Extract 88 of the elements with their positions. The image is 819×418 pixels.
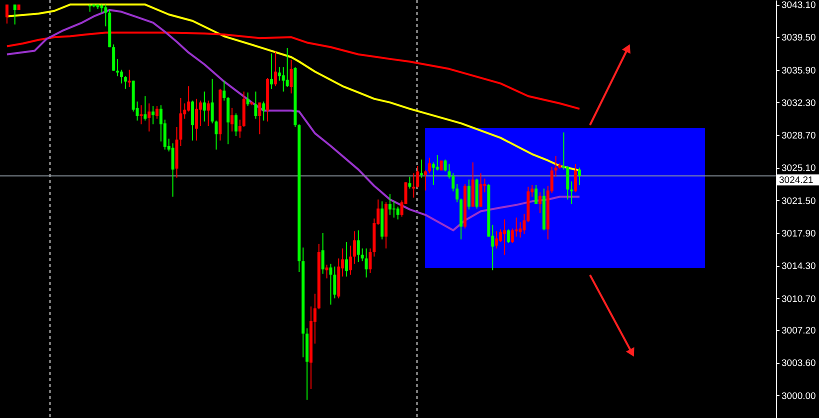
- candlestick: [436, 154, 439, 171]
- candlestick: [534, 184, 538, 205]
- candlestick: [420, 159, 424, 178]
- y-tick-label: 3043.10: [782, 0, 816, 12]
- candlestick: [195, 98, 198, 142]
- y-tick-label: 3017.90: [782, 228, 816, 240]
- candlestick: [392, 200, 396, 218]
- y-tick-label: 3039.50: [782, 32, 816, 44]
- y-tick-label: 3003.60: [782, 358, 816, 370]
- candlestick: [348, 245, 352, 276]
- candlestick: [499, 228, 502, 243]
- candlestick: [574, 164, 578, 193]
- candlestick: [388, 194, 392, 216]
- candlestick: [128, 69, 131, 88]
- candlestick: [112, 44, 116, 72]
- candlestick: [510, 228, 514, 244]
- candlestick: [554, 155, 558, 178]
- y-tick-label: 3025.10: [782, 163, 816, 174]
- candlestick: [156, 106, 159, 120]
- candlestick: [187, 86, 190, 112]
- y-tick-label: 3028.70: [782, 130, 816, 142]
- candlestick: [408, 176, 412, 190]
- ref-line-label: 3024.21: [779, 174, 814, 186]
- candlestick: [502, 218, 506, 256]
- candlestick: [570, 180, 574, 205]
- candlestick: [191, 100, 194, 142]
- candlestick: [352, 230, 356, 264]
- candlestick: [345, 242, 348, 278]
- candlestick: [329, 263, 332, 306]
- candlestick: [495, 230, 498, 249]
- candlestick: [274, 51, 277, 87]
- candlestick: [148, 102, 151, 132]
- candlestick: [456, 184, 459, 203]
- candlestick: [479, 172, 482, 208]
- candlestick: [5, 4, 8, 24]
- candlestick: [432, 162, 435, 186]
- y-tick-label: 3021.50: [782, 196, 816, 207]
- y-tick-label: 3010.70: [782, 294, 816, 305]
- candlestick: [368, 248, 372, 274]
- candlestick: [254, 91, 258, 120]
- candlestick: [452, 172, 455, 192]
- y-tick-label: 3014.30: [782, 261, 816, 272]
- candlestick: [198, 100, 202, 127]
- candlestick: [124, 76, 127, 90]
- candlestick: [234, 112, 238, 137]
- candlestick: [467, 179, 470, 210]
- candlestick: [202, 91, 206, 122]
- y-tick-label: 3035.90: [782, 65, 816, 76]
- candlestick: [364, 248, 368, 278]
- line-series: [6, 32, 580, 110]
- candlestick: [152, 106, 155, 125]
- candlestick: [566, 165, 570, 200]
- candlestick: [416, 165, 420, 188]
- candlestick: [246, 92, 250, 107]
- candlestick: [104, 4, 108, 27]
- candlestick: [88, 4, 92, 12]
- candlestick: [290, 59, 293, 94]
- candlestick: [116, 58, 120, 77]
- candlestick: [262, 101, 266, 122]
- candlestick: [325, 264, 328, 279]
- y-tick-label: 3000.00: [782, 390, 816, 402]
- candlestick: [120, 69, 123, 84]
- candlestick: [286, 48, 289, 88]
- candlestick: [206, 100, 210, 127]
- candlestick: [356, 230, 360, 263]
- candlestick: [424, 170, 428, 191]
- candlestick: [238, 119, 242, 138]
- candlestick: [222, 80, 226, 102]
- y-tick-label: 3007.20: [782, 326, 816, 337]
- y-tick-label: 3032.30: [782, 98, 816, 109]
- candlestick: [506, 228, 510, 244]
- candlestick: [360, 248, 364, 262]
- candlestick: [230, 107, 234, 132]
- candlestick: [144, 96, 147, 122]
- candlestick: [278, 66, 281, 82]
- candlestick: [171, 142, 174, 198]
- candlestick: [428, 157, 431, 174]
- candlestick: [140, 104, 143, 125]
- candlestick: [333, 266, 336, 299]
- line-series: [6, 8, 580, 232]
- candlestick: [578, 167, 581, 186]
- candlestick: [258, 102, 262, 135]
- candlestick: [270, 52, 274, 90]
- candlestick: [396, 206, 400, 220]
- candlestick: [282, 66, 285, 92]
- candlestick: [538, 192, 542, 214]
- candlestick: [13, 4, 16, 25]
- candlestick: [321, 232, 324, 274]
